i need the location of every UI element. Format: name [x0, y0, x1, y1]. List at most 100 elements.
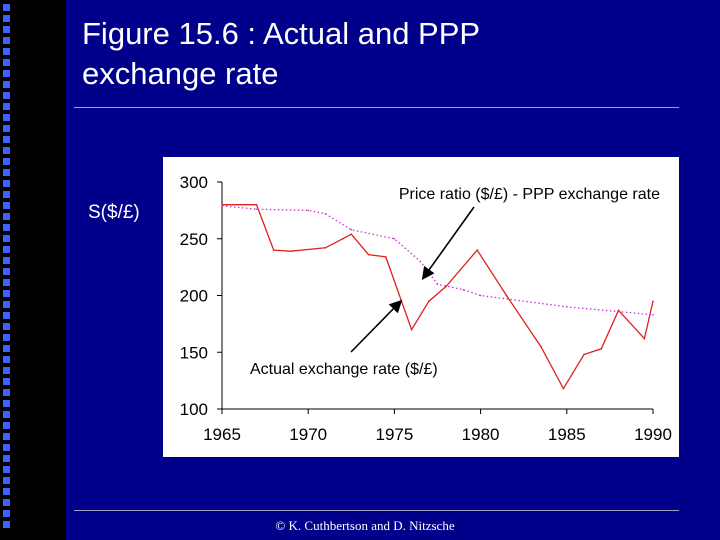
title-line-2: exchange rate	[82, 56, 279, 91]
decorative-dot	[3, 356, 10, 363]
decorative-dot	[3, 81, 10, 88]
actual-data-point	[476, 249, 478, 251]
decorative-dot	[3, 147, 10, 154]
decorative-dot	[3, 301, 10, 308]
actual-data-point	[350, 233, 353, 236]
decorative-dot	[3, 488, 10, 495]
ppp-data-point	[221, 205, 223, 207]
x-tick-label: 1980	[462, 425, 500, 444]
ppp-data-point	[566, 306, 568, 308]
y-tick-label: 200	[180, 287, 208, 306]
y-tick-label: 250	[180, 230, 208, 249]
decorative-dot	[3, 213, 10, 220]
ppp-data-point	[652, 313, 654, 316]
copyright-footer: © K. Cuthbertson and D. Nitzsche	[0, 518, 720, 534]
decorative-dot	[3, 389, 10, 396]
ppp-data-point	[255, 208, 258, 211]
x-tick-label: 1975	[375, 425, 413, 444]
decorative-dot	[3, 477, 10, 484]
decorative-dot-column	[3, 4, 11, 532]
ppp-data-point	[436, 283, 439, 285]
decorative-dot	[3, 422, 10, 429]
decorative-dot	[3, 114, 10, 121]
actual-data-point	[255, 203, 258, 206]
decorative-dot	[3, 510, 10, 517]
actual-annotation-arrow	[350, 299, 403, 353]
footer-divider	[74, 510, 679, 511]
y-axis-label: S($/£)	[88, 202, 140, 223]
decorative-dot	[3, 180, 10, 187]
left-decorative-strip	[0, 0, 66, 540]
actual-data-point	[617, 309, 620, 312]
actual-data-point	[600, 348, 603, 350]
decorative-dot	[3, 279, 10, 286]
ppp-annotation-arrow	[421, 206, 475, 280]
x-tick-label: 1970	[289, 425, 327, 444]
actual-data-point	[562, 387, 565, 390]
decorative-dot	[3, 59, 10, 66]
actual-data-point	[583, 353, 585, 356]
decorative-dot	[3, 521, 10, 528]
actual-data-point	[643, 337, 646, 340]
actual-data-point	[505, 294, 508, 297]
decorative-dot	[3, 125, 10, 132]
decorative-dot	[3, 257, 10, 264]
decorative-dot	[3, 103, 10, 110]
decorative-dot	[3, 136, 10, 143]
decorative-dot	[3, 246, 10, 253]
slide-title: Figure 15.6 : Actual and PPP exchange ra…	[82, 14, 682, 94]
actual-data-point	[540, 345, 542, 348]
decorative-dot	[3, 411, 10, 418]
decorative-dot	[3, 444, 10, 451]
x-tick-label: 1990	[634, 425, 672, 444]
decorative-dot	[3, 70, 10, 77]
decorative-dot	[3, 400, 10, 407]
actual-data-point	[290, 250, 292, 253]
decorative-dot	[3, 235, 10, 242]
title-divider	[74, 107, 679, 108]
x-tick-label: 1985	[548, 425, 586, 444]
decorative-dot	[3, 191, 10, 198]
decorative-dot	[3, 334, 10, 341]
x-tick-label: 1965	[203, 425, 241, 444]
decorative-dot	[3, 92, 10, 99]
ppp-data-point	[350, 228, 353, 231]
title-line-1: Figure 15.6 : Actual and PPP	[82, 16, 481, 51]
decorative-dot	[3, 345, 10, 352]
ppp-data-point	[393, 237, 396, 240]
actual-data-point	[367, 253, 370, 256]
decorative-dot	[3, 268, 10, 275]
decorative-dot	[3, 290, 10, 297]
actual-data-point	[341, 237, 344, 240]
ppp-annotation-label: Price ratio ($/£) - PPP exchange rate	[399, 186, 660, 203]
decorative-dot	[3, 323, 10, 330]
ppp-data-point	[419, 260, 422, 263]
chart-area: 100 150 200 250 300 1965 1970 1975 1980 1985 1990 …	[163, 157, 679, 457]
decorative-dot	[3, 26, 10, 33]
ppp-data-point	[479, 294, 482, 297]
decorative-dot	[3, 455, 10, 462]
y-tick-label: 300	[180, 173, 208, 192]
decorative-dot	[3, 499, 10, 506]
actual-data-point	[445, 285, 447, 288]
decorative-dot	[3, 169, 10, 176]
actual-data-point	[410, 328, 413, 331]
ppp-data-point	[324, 212, 327, 215]
decorative-dot	[3, 48, 10, 55]
decorative-dot	[3, 202, 10, 209]
decorative-dot	[3, 224, 10, 231]
y-tick-label: 100	[180, 400, 208, 419]
actual-data-point	[272, 249, 275, 251]
actual-data-point	[221, 203, 223, 206]
y-tick-label: 150	[180, 343, 208, 362]
decorative-dot	[3, 378, 10, 385]
actual-data-point	[384, 256, 387, 258]
ppp-data-point	[307, 209, 309, 212]
decorative-dot	[3, 433, 10, 440]
decorative-dot	[3, 37, 10, 44]
actual-data-point	[652, 300, 654, 302]
ppp-rate-line	[221, 205, 654, 316]
copyright-text: © K. Cuthbertson and D. Nitzsche	[275, 518, 455, 533]
decorative-dot	[3, 312, 10, 319]
